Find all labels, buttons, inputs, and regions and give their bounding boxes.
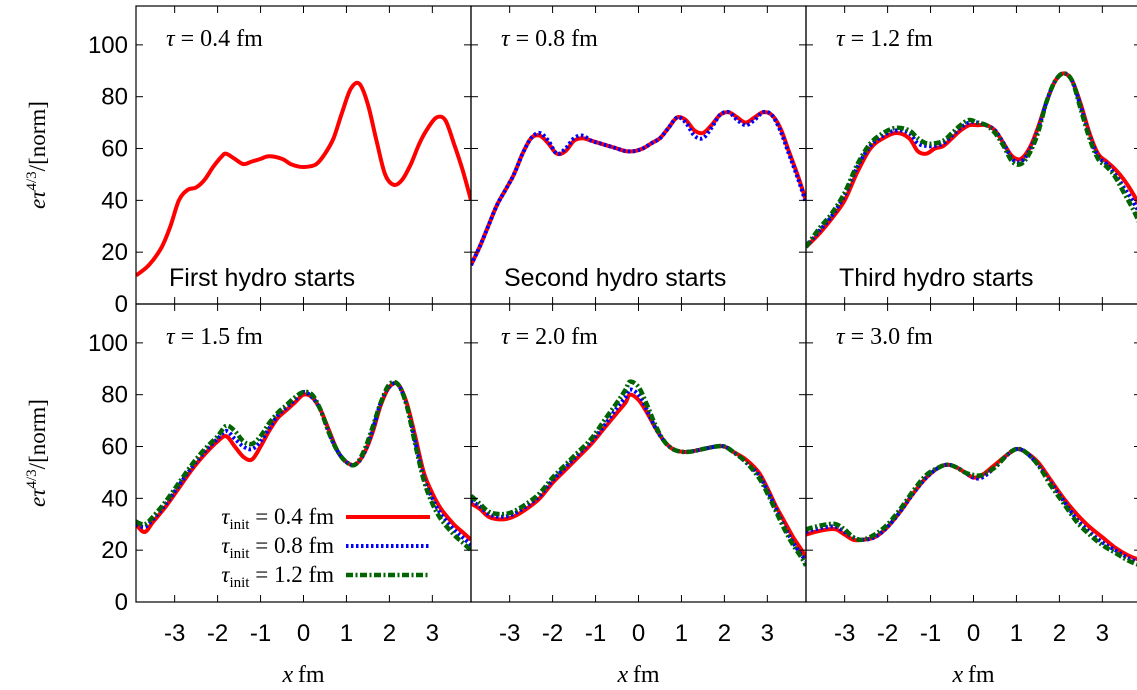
y-tick-label: 40 <box>101 485 128 512</box>
panel-2: τ = 0.8 fm Second hydro starts <box>470 5 807 305</box>
x-tick-label: 3 <box>426 620 439 647</box>
x-tick-label: 1 <box>675 620 688 647</box>
x-axis-label: x fm <box>616 662 659 688</box>
legend-label: τinit = 1.2 fm <box>221 562 334 591</box>
series-line-dashdot <box>136 379 471 552</box>
panel-6: -3 -2 -1 0 1 2 3 τ = 3.0 fm <box>805 303 1137 647</box>
x-tick-label: 0 <box>297 620 310 647</box>
panel-annotation: First hydro starts <box>169 264 355 292</box>
panel-title: τ = 0.8 fm <box>501 26 598 52</box>
panel-4: -3 -2 -1 0 1 2 3 0 20 40 60 80 100 τ = 1.5 fm <box>88 303 472 647</box>
panel-annotation: Third hydro starts <box>839 264 1034 292</box>
x-tick-label: 3 <box>761 620 774 647</box>
panel-2-lines <box>471 109 806 266</box>
x-tick-label: -3 <box>164 620 185 647</box>
series-line-solid <box>806 447 1137 562</box>
x-tick-label: 3 <box>1096 620 1109 647</box>
y-tick-label: 40 <box>101 187 128 214</box>
series-line-dotted <box>806 446 1137 564</box>
y-tick-label: 60 <box>101 434 128 461</box>
y-tick-label: 100 <box>88 330 128 357</box>
x-tick-label: -2 <box>877 620 898 647</box>
x-tick-label: -1 <box>250 620 271 647</box>
series-line-dashdot <box>806 71 1137 249</box>
panel-4-lines <box>136 379 471 552</box>
y-tick-label: 20 <box>101 239 128 266</box>
x-tick-label: -3 <box>834 620 855 647</box>
x-tick-label: -2 <box>207 620 228 647</box>
x-axis-label: x fm <box>951 662 994 688</box>
x-tick-label: -1 <box>920 620 941 647</box>
y-tick-label: 20 <box>101 537 128 564</box>
series-line-solid <box>471 110 806 266</box>
series-line-dashdot <box>806 446 1137 567</box>
series-line-solid <box>471 392 806 559</box>
x-axis-label: x fm <box>281 662 324 688</box>
x-tick-label: 2 <box>383 620 396 647</box>
y-tick-label: 100 <box>88 32 128 59</box>
y-tick-label: 0 <box>115 589 128 616</box>
panel-title: τ = 2.0 fm <box>501 324 598 350</box>
legend-label: τinit = 0.4 fm <box>221 504 334 533</box>
x-tick-label: 0 <box>632 620 645 647</box>
y-axis-label: eτ4/3/[norm] <box>24 101 50 209</box>
series-line-solid <box>806 71 1137 249</box>
panel-3: τ = 1.2 fm Third hydro starts <box>805 5 1137 305</box>
x-tick-label: 2 <box>718 620 731 647</box>
panel-1-lines <box>136 80 471 278</box>
panel-3-lines <box>806 71 1137 249</box>
panel-title: τ = 3.0 fm <box>836 324 933 350</box>
panel-5: -3 -2 -1 0 1 2 3 τ = 2.0 fm <box>470 303 807 647</box>
x-tick-label: 0 <box>967 620 980 647</box>
panel-1: 0 20 40 60 80 100 τ = 0.4 fm First hydro starts <box>88 5 472 318</box>
y-tick-label: 60 <box>101 136 128 163</box>
panel-6-lines <box>806 446 1137 567</box>
panel-annotation: Second hydro starts <box>504 264 726 292</box>
series-line-dotted <box>471 109 806 266</box>
panel-title: τ = 1.2 fm <box>836 26 933 52</box>
series-line-solid <box>136 80 471 278</box>
x-tick-label: -2 <box>542 620 563 647</box>
series-line-dashdot <box>471 379 806 567</box>
panel-title: τ = 1.5 fm <box>166 324 263 350</box>
x-tick-label: 1 <box>1010 620 1023 647</box>
panel-title: τ = 0.4 fm <box>166 26 263 52</box>
x-tick-label: -1 <box>585 620 606 647</box>
panel-5-lines <box>471 379 806 567</box>
legend-label: τinit = 0.8 fm <box>221 533 334 562</box>
y-axis-label: eτ4/3/[norm] <box>24 399 50 507</box>
x-tick-label: 1 <box>340 620 353 647</box>
y-tick-label: 0 <box>115 291 128 318</box>
y-tick-label: 80 <box>101 382 128 409</box>
axis-labels-group: eτ4/3/[norm] x fm eτ4/3/[norm] x fm x fm <box>24 101 995 688</box>
x-tick-label: 2 <box>1053 620 1066 647</box>
x-tick-label: -3 <box>499 620 520 647</box>
series-line-dotted <box>806 71 1137 249</box>
y-tick-label: 80 <box>101 84 128 111</box>
